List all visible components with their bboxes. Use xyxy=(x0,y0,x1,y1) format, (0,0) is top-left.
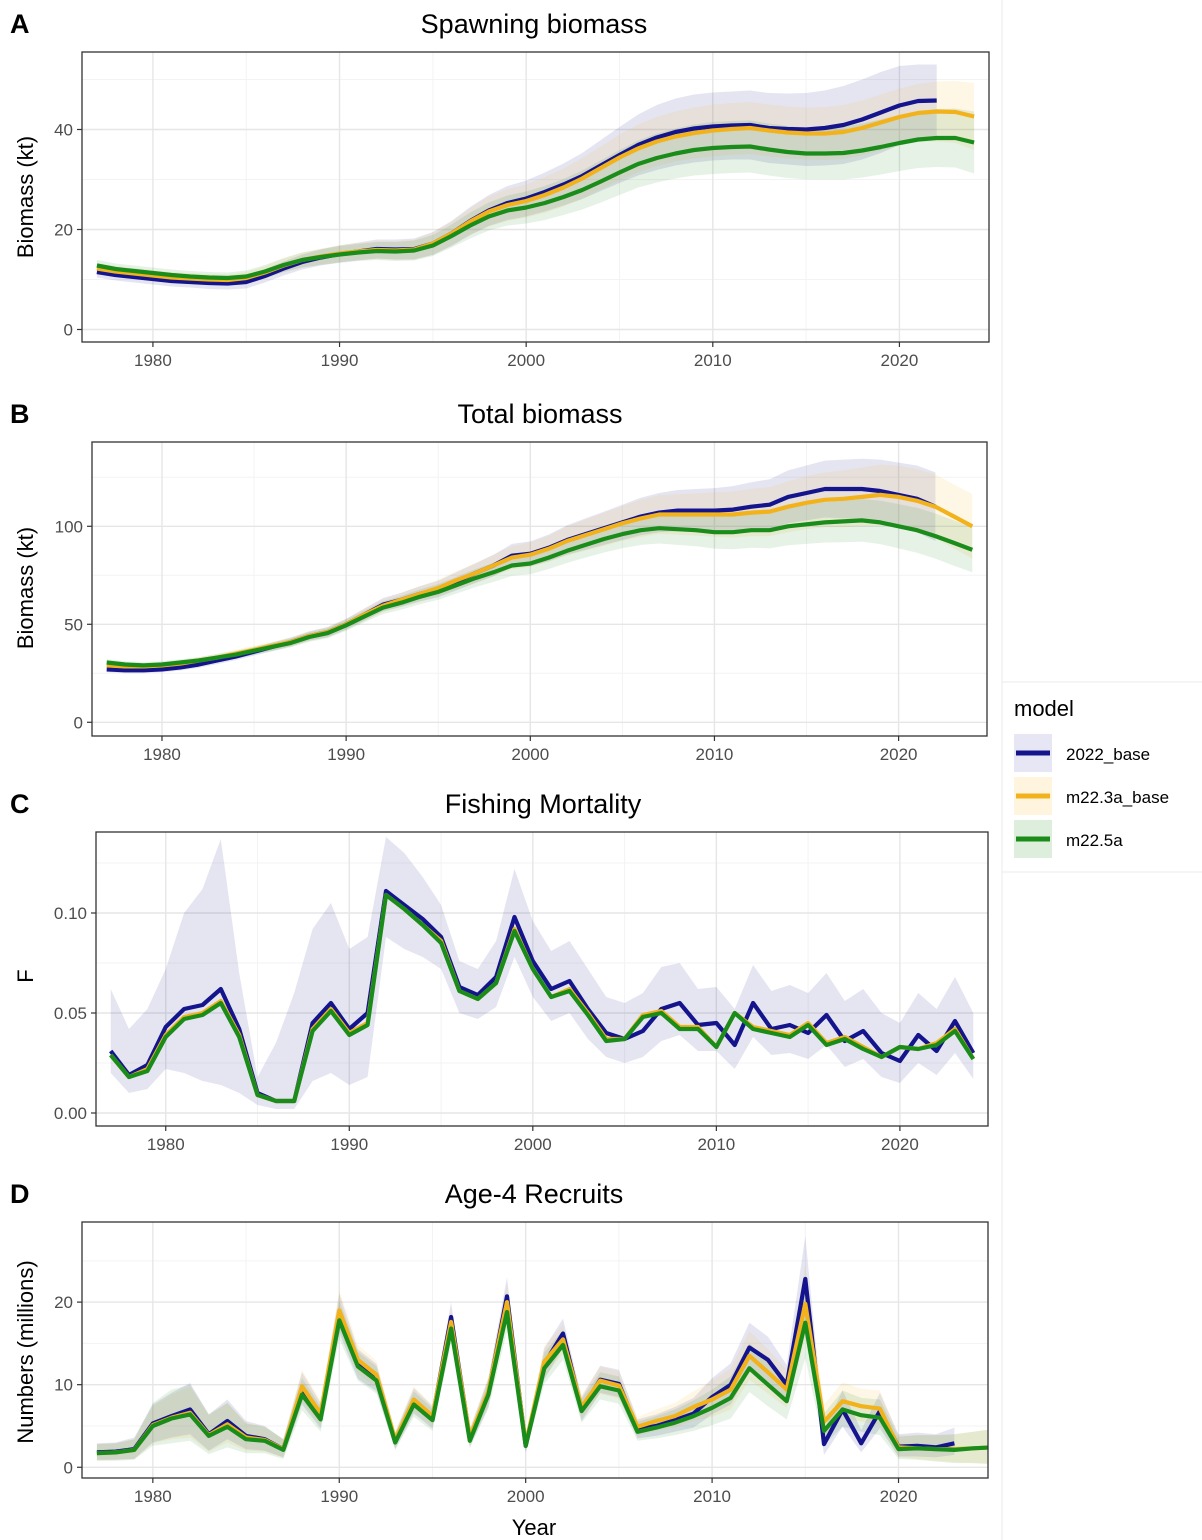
panel-d-age4-recruits: D Age-4 Recruits Numbers (millions) Year… xyxy=(10,1179,989,1540)
gridlines xyxy=(92,442,987,736)
axes: 1980 1990 2000 2010 2020 0 20 40 xyxy=(54,121,918,371)
legend-item-m22-5a: m22.5a xyxy=(1014,820,1123,858)
data-layer xyxy=(96,64,975,290)
x-tick-label: 1980 xyxy=(143,745,181,764)
panel-c-fishing-mortality: C Fishing Mortality F 1980 1990 2000 2010 20… xyxy=(10,789,989,1154)
panel-title: Age-4 Recruits xyxy=(445,1179,624,1209)
data-layer xyxy=(106,458,974,674)
y-tick-label: 100 xyxy=(55,517,83,536)
series-line-m22-5a xyxy=(96,1309,988,1456)
y-axis-title: F xyxy=(13,969,38,982)
series-line-m22-5a xyxy=(96,135,975,281)
y-tick-label: 0 xyxy=(74,713,83,732)
y-tick-label: 0 xyxy=(64,1458,73,1477)
ribbon-m22-5a xyxy=(106,499,973,669)
x-tick-label: 1990 xyxy=(320,1487,358,1506)
gridlines xyxy=(82,1222,988,1478)
y-tick-label: 0.00 xyxy=(54,1104,87,1123)
x-tick-label: 1980 xyxy=(147,1135,185,1154)
axes: 1980 1990 2000 2010 2020 0 50 100 xyxy=(55,517,918,764)
x-axis-title: Year xyxy=(512,1515,556,1540)
legend-label: 2022_base xyxy=(1066,745,1150,764)
y-axis-title: Numbers (millions) xyxy=(13,1260,38,1443)
y-axis-title: Biomass (kt) xyxy=(13,527,38,649)
panel-letter: C xyxy=(10,789,30,819)
x-tick-label: 1980 xyxy=(134,1487,172,1506)
plot-border xyxy=(81,51,990,343)
data-layer xyxy=(109,837,976,1109)
legend-item-2022-base: 2022_base xyxy=(1014,734,1150,772)
x-tick-label: 2020 xyxy=(880,1487,918,1506)
axes: 1980 1990 2000 2010 2020 0.00 0.05 0.10 xyxy=(54,904,919,1154)
plot-border xyxy=(91,441,988,737)
x-tick-label: 2000 xyxy=(507,351,545,370)
x-tick-label: 1980 xyxy=(134,351,172,370)
y-tick-label: 20 xyxy=(54,221,73,240)
x-tick-label: 2010 xyxy=(696,745,734,764)
series-line-2022-base xyxy=(96,98,937,286)
legend-title: model xyxy=(1014,696,1074,721)
y-tick-label: 40 xyxy=(54,121,73,140)
plot-background xyxy=(82,1222,988,1478)
panel-title: Spawning biomass xyxy=(421,9,648,39)
x-tick-label: 2000 xyxy=(511,745,549,764)
panel-title: Fishing Mortality xyxy=(445,789,642,819)
panel-letter: B xyxy=(10,399,30,429)
panel-title: Total biomass xyxy=(457,399,622,429)
x-tick-label: 2010 xyxy=(693,1487,731,1506)
panel-letter: A xyxy=(10,9,30,39)
x-tick-label: 2010 xyxy=(694,351,732,370)
x-tick-label: 2020 xyxy=(880,745,918,764)
series-line-m22-5a xyxy=(106,518,974,668)
x-tick-label: 2010 xyxy=(697,1135,735,1154)
data-layer xyxy=(96,1236,988,1464)
ribbon-m22-3a-base xyxy=(106,464,973,670)
series-line-m22-5a xyxy=(109,892,976,1104)
x-tick-label: 1990 xyxy=(330,1135,368,1154)
axes: 1980 1990 2000 2010 2020 0 10 20 xyxy=(54,1293,917,1506)
ribbon-2022-base xyxy=(96,64,937,290)
y-tick-label: 0.05 xyxy=(54,1004,87,1023)
plot-area xyxy=(81,1221,989,1479)
gridlines xyxy=(96,832,988,1126)
panel-b-total-biomass: B Total biomass Biomass (kt) 1980 1990 200… xyxy=(10,399,988,764)
ribbon-m22-3a-base xyxy=(96,81,975,286)
x-tick-label: 2020 xyxy=(881,1135,919,1154)
y-tick-label: 20 xyxy=(54,1293,73,1312)
legend-label: m22.3a_base xyxy=(1066,788,1169,807)
y-axis-title: Biomass (kt) xyxy=(13,136,38,258)
legend-label: m22.5a xyxy=(1066,831,1123,850)
panel-a-spawning-biomass: A Spawning biomass Biomass (kt) 1980 1990… xyxy=(10,9,990,371)
x-tick-label: 2000 xyxy=(507,1487,545,1506)
x-tick-label: 2020 xyxy=(881,351,919,370)
plot-border xyxy=(95,831,989,1127)
y-tick-label: 0.10 xyxy=(54,904,87,923)
y-tick-label: 50 xyxy=(64,615,83,634)
plot-area xyxy=(95,831,989,1127)
y-tick-label: 0 xyxy=(64,321,73,340)
legend: model 2022_base m22.3a_base m22.5a xyxy=(1002,681,1202,873)
x-tick-label: 1990 xyxy=(327,745,365,764)
plot-border xyxy=(81,1221,989,1479)
panel-letter: D xyxy=(10,1179,30,1209)
plot-area xyxy=(81,51,990,343)
x-tick-label: 1990 xyxy=(321,351,359,370)
plot-area xyxy=(91,441,988,737)
x-tick-label: 2000 xyxy=(514,1135,552,1154)
legend-item-m22-3a-base: m22.3a_base xyxy=(1014,777,1169,815)
plot-background xyxy=(96,832,988,1126)
y-tick-label: 10 xyxy=(54,1376,73,1395)
